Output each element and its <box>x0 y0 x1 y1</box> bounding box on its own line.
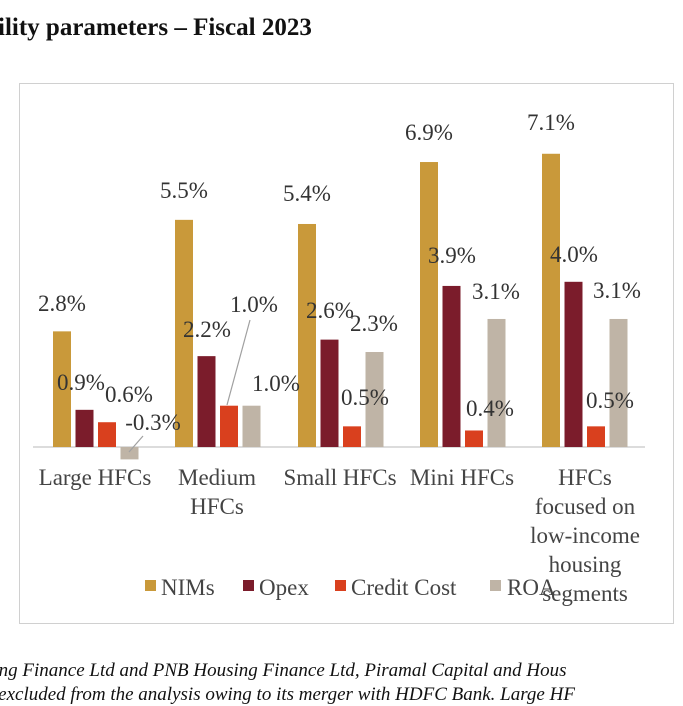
data-label-opex-hfcs-focused-on-low-income-housing-segments: 4.0% <box>550 242 598 267</box>
bar-nims-large-hfcs <box>53 331 71 447</box>
category-label-hfcs-focused-on-low-income-housing-segments-line-2: focused on <box>535 494 636 519</box>
bar-credit-cost-mini-hfcs <box>465 430 483 447</box>
bar-opex-large-hfcs <box>75 409 94 447</box>
category-label-hfcs-focused-on-low-income-housing-segments-line-1: HFCs <box>558 465 612 490</box>
legend-label-opex: Opex <box>259 575 309 600</box>
bar-roa-small-hfcs <box>365 352 384 447</box>
data-label-opex-medium-hfcs: 2.2% <box>183 317 231 342</box>
data-label-nims-mini-hfcs: 6.9% <box>405 120 453 145</box>
data-label-nims-hfcs-focused-on-low-income-housing-segments: 7.1% <box>527 110 575 135</box>
category-label-small-hfcs: Small HFCs <box>283 465 396 490</box>
data-label-roa-hfcs-focused-on-low-income-housing-segments: 3.1% <box>593 278 641 303</box>
data-label-roa-medium-hfcs: 1.0% <box>252 371 300 396</box>
legend-swatch-roa <box>490 580 501 591</box>
legend-swatch-opex <box>243 580 254 591</box>
legend-swatch-credit-cost <box>335 580 346 591</box>
bar-credit-cost-medium-hfcs <box>220 405 238 447</box>
bar-nims-hfcs-focused-on-low-income-housing-segments <box>542 153 560 447</box>
data-label-credit-cost-large-hfcs: 0.6% <box>105 382 153 407</box>
category-label-large-hfcs: Large HFCs <box>39 465 152 490</box>
chart-frame <box>19 83 674 624</box>
data-label-credit-cost-small-hfcs: 0.5% <box>341 385 389 410</box>
bar-opex-mini-hfcs <box>442 285 461 447</box>
bar-roa-hfcs-focused-on-low-income-housing-segments <box>609 318 628 447</box>
data-label-nims-small-hfcs: 5.4% <box>283 181 331 206</box>
bar-opex-small-hfcs <box>320 339 339 447</box>
data-label-opex-large-hfcs: 0.9% <box>57 370 105 395</box>
bar-nims-mini-hfcs <box>420 162 438 447</box>
leader-line-large-hfcs-roa <box>128 435 144 453</box>
bar-opex-medium-hfcs <box>197 356 216 447</box>
data-label-nims-large-hfcs: 2.8% <box>38 291 86 316</box>
bar-chart: 2.8% 5.5% 5.4% 6.9% 7.1% 0.9% 2.2% 2.6% 3.9% 4.0%… <box>33 110 645 606</box>
data-label-roa-large-hfcs: -0.3% <box>125 410 181 435</box>
category-label-mini-hfcs: Mini HFCs <box>410 465 514 490</box>
footnote-line-1: sing Finance Ltd and PNB Housing Finance… <box>0 660 567 681</box>
data-label-credit-cost-mini-hfcs: 0.4% <box>466 396 514 421</box>
legend-label-credit-cost: Credit Cost <box>351 575 457 600</box>
bar-opex-hfcs-focused-on-low-income-housing-segments <box>564 281 583 447</box>
bar-roa-medium-hfcs <box>242 405 261 447</box>
legend-label-nims: NIMs <box>161 575 215 600</box>
bar-credit-cost-small-hfcs <box>343 426 361 447</box>
bar-nims-medium-hfcs <box>175 219 193 447</box>
category-label-hfcs-focused-on-low-income-housing-segments-line-3: low-income <box>530 523 640 548</box>
legend-label-roa: ROA <box>507 575 556 600</box>
bar-roa-mini-hfcs <box>487 318 506 447</box>
data-label-opex-mini-hfcs: 3.9% <box>428 243 476 268</box>
category-label-hfcs-focused-on-low-income-housing-segments-line-4: housing <box>549 552 622 577</box>
data-label-roa-small-hfcs: 2.3% <box>350 311 398 336</box>
footnote-line-2: s excluded from the analysis owing to it… <box>0 684 575 705</box>
category-label-medium-hfcs-line-2: HFCs <box>190 494 244 519</box>
category-label-medium-hfcs-line-1: Medium <box>178 465 256 490</box>
legend-swatch-nims <box>145 580 156 591</box>
bar-credit-cost-large-hfcs <box>98 422 116 447</box>
data-label-credit-cost-medium-hfcs: 1.0% <box>230 292 278 317</box>
data-label-nims-medium-hfcs: 5.5% <box>160 178 208 203</box>
data-label-credit-cost-hfcs-focused-on-low-income-housing-segments: 0.5% <box>586 388 634 413</box>
data-label-opex-small-hfcs: 2.6% <box>306 298 354 323</box>
category-label-hfcs-focused-on-low-income-housing-segments-line-5: segments <box>542 581 628 606</box>
bar-nims-small-hfcs <box>298 223 316 447</box>
leader-line-medium-hfcs-credit-cost <box>226 319 251 406</box>
data-label-roa-mini-hfcs: 3.1% <box>472 279 520 304</box>
bar-roa-large-hfcs <box>120 447 139 460</box>
chart-title: ility parameters – Fiscal 2023 <box>0 14 312 41</box>
bar-credit-cost-hfcs-focused-on-low-income-housing-segments <box>587 426 605 447</box>
